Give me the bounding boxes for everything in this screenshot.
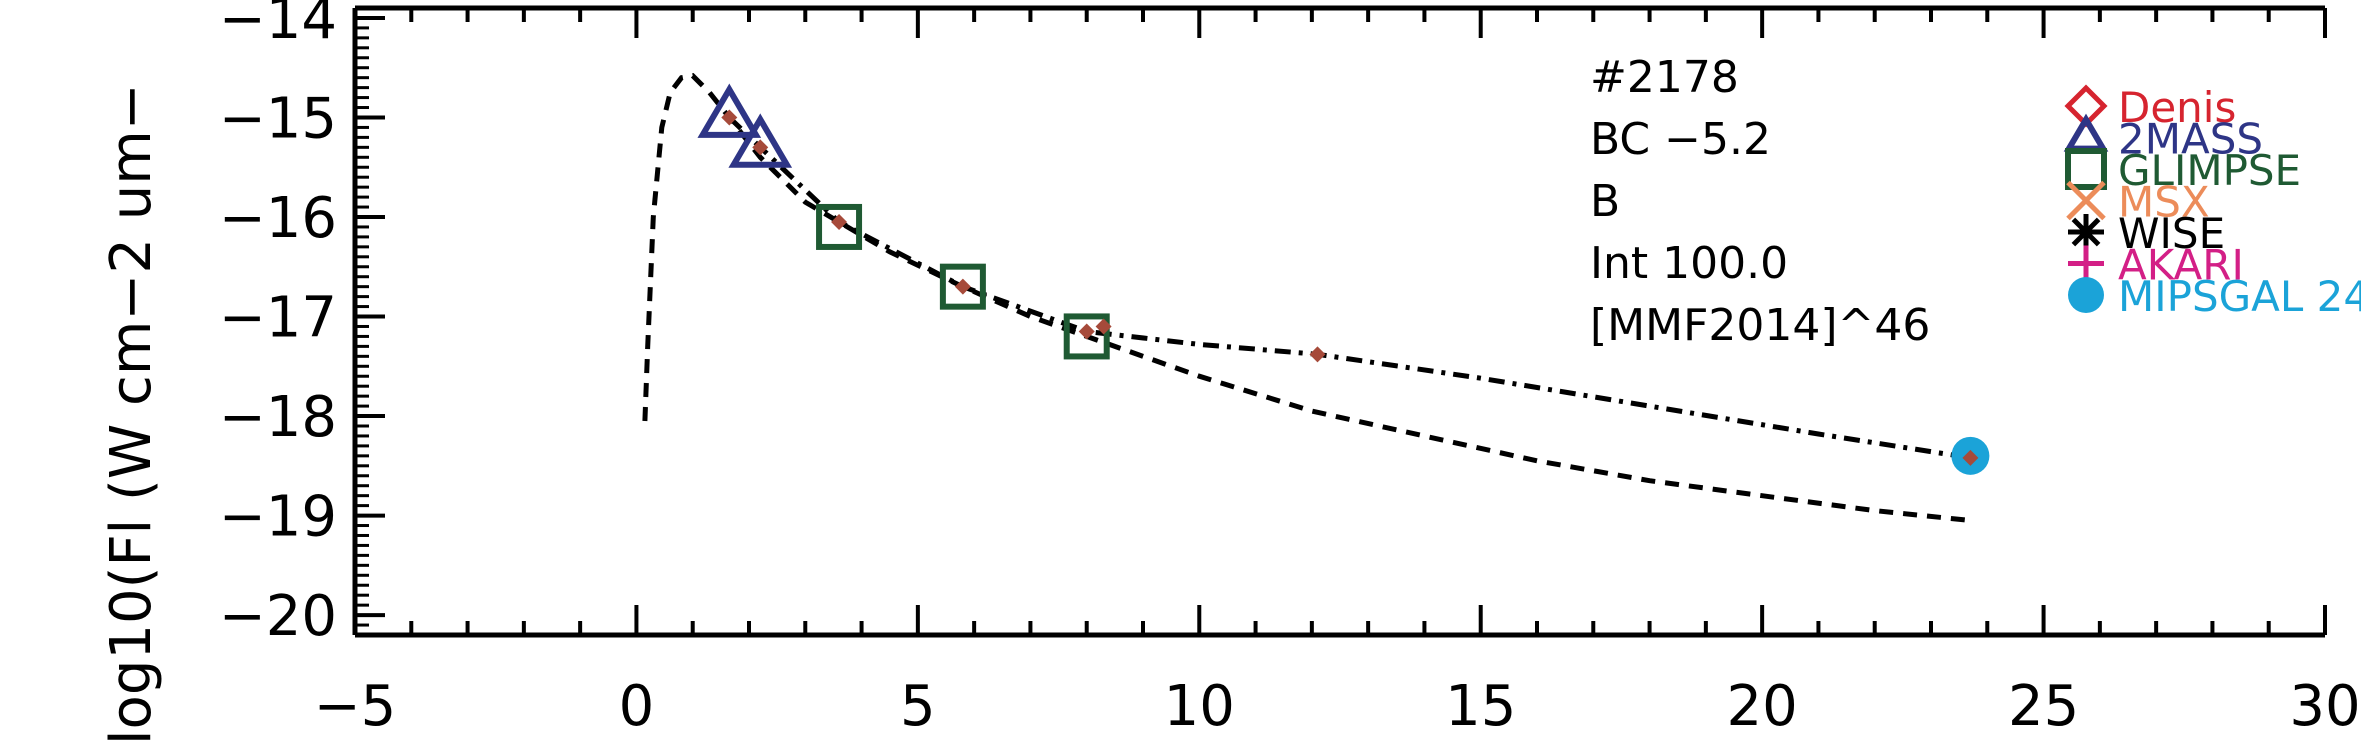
x-tick-label: 10	[1164, 674, 1235, 739]
legend-label: MIPSGAL 24	[2118, 272, 2361, 321]
model-curve-dashed	[642, 73, 1971, 523]
annotation-line: Int 100.0	[1590, 238, 1788, 289]
y-tick-label: −16	[219, 186, 337, 251]
y-tick-label: −20	[219, 584, 337, 649]
data-point-small-diamond	[954, 278, 971, 295]
annotation-line: [MMF2014]^46	[1590, 300, 1930, 351]
data-point-small-diamond	[1309, 346, 1326, 363]
data-points	[697, 83, 1990, 475]
data-point-triangle	[697, 83, 762, 138]
legend-label: MSX	[2118, 178, 2210, 227]
data-point-small-diamond	[752, 139, 769, 156]
annotations: #2178 BC −5.2 B Int 100.0 [MMF2014]^46	[1590, 52, 1930, 351]
legend-marker	[2063, 113, 2109, 152]
x-tick-label: 25	[2008, 674, 2079, 739]
data-point-small-diamond	[1962, 449, 1979, 466]
legend-entry: AKARI	[2068, 241, 2244, 290]
legend-label: AKARI	[2118, 241, 2244, 290]
data-point-small-diamond	[1095, 318, 1112, 335]
legend-label: GLIMPSE	[2118, 146, 2301, 195]
legend-label: Denis	[2118, 83, 2236, 132]
data-point-square	[816, 203, 863, 250]
y-tick-label: −17	[219, 286, 337, 351]
y-axis-label: log10(Fl (W cm−2 um−	[99, 83, 164, 745]
y-axis-ticks: −20 −19 −18 −17 −16 −15 −14	[219, 0, 385, 649]
legend-entry: MSX	[2066, 178, 2210, 227]
x-tick-label: 20	[1727, 674, 1798, 739]
x-tick-label: 0	[619, 674, 655, 739]
data-point-small-diamond	[721, 109, 738, 126]
legend-entry: GLIMPSE	[2065, 146, 2301, 195]
y-tick-label: −18	[219, 385, 337, 450]
legend-entry: MIPSGAL 24	[2068, 272, 2361, 321]
y-tick-label: −14	[219, 0, 337, 52]
x-tick-label: −5	[314, 674, 397, 739]
x-tick-label: 30	[2289, 674, 2360, 739]
data-point-small-diamond	[1078, 323, 1095, 340]
legend-label: WISE	[2118, 209, 2225, 258]
y-tick-label: −19	[219, 485, 337, 550]
data-point-square	[939, 263, 986, 310]
legend-marker	[2065, 148, 2107, 190]
x-tick-label: 15	[1445, 674, 1516, 739]
legend-label: 2MASS	[2118, 115, 2263, 164]
data-point-small-diamond	[831, 213, 848, 230]
plot-frame	[352, 5, 2325, 638]
annotation-line: BC −5.2	[1590, 114, 1771, 165]
annotation-line: B	[1590, 176, 1620, 227]
legend-entry: WISE	[2068, 209, 2225, 258]
y-tick-label: −15	[219, 86, 337, 151]
x-axis-ticks: −5 0 5 10 15 20 25 30	[314, 8, 2361, 739]
legend-marker	[2068, 214, 2104, 250]
legend-marker	[2068, 245, 2104, 282]
data-point-triangle	[728, 113, 793, 168]
model-curves	[642, 73, 1971, 523]
data-point-square	[1063, 313, 1110, 360]
annotation-line: #2178	[1590, 52, 1739, 103]
x-tick-label: 5	[900, 674, 936, 739]
legend-marker	[2068, 277, 2104, 313]
legend-entry: Denis	[2064, 83, 2236, 132]
model-curve-dash-dot	[727, 115, 1971, 461]
x-stroke	[2066, 180, 2106, 221]
legend-marker	[2066, 180, 2106, 221]
